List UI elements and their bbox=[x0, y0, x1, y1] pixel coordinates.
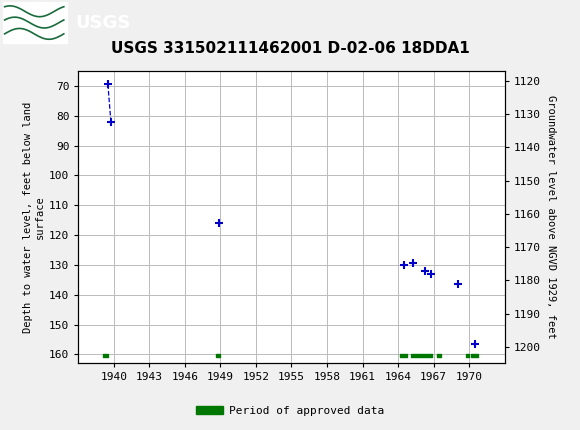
Text: USGS: USGS bbox=[75, 14, 130, 31]
Legend: Period of approved data: Period of approved data bbox=[191, 401, 389, 420]
Y-axis label: Groundwater level above NGVD 1929, feet: Groundwater level above NGVD 1929, feet bbox=[546, 95, 556, 339]
Y-axis label: Depth to water level, feet below land
surface: Depth to water level, feet below land su… bbox=[23, 101, 45, 333]
Text: USGS 331502111462001 D-02-06 18DDA1: USGS 331502111462001 D-02-06 18DDA1 bbox=[111, 41, 469, 56]
